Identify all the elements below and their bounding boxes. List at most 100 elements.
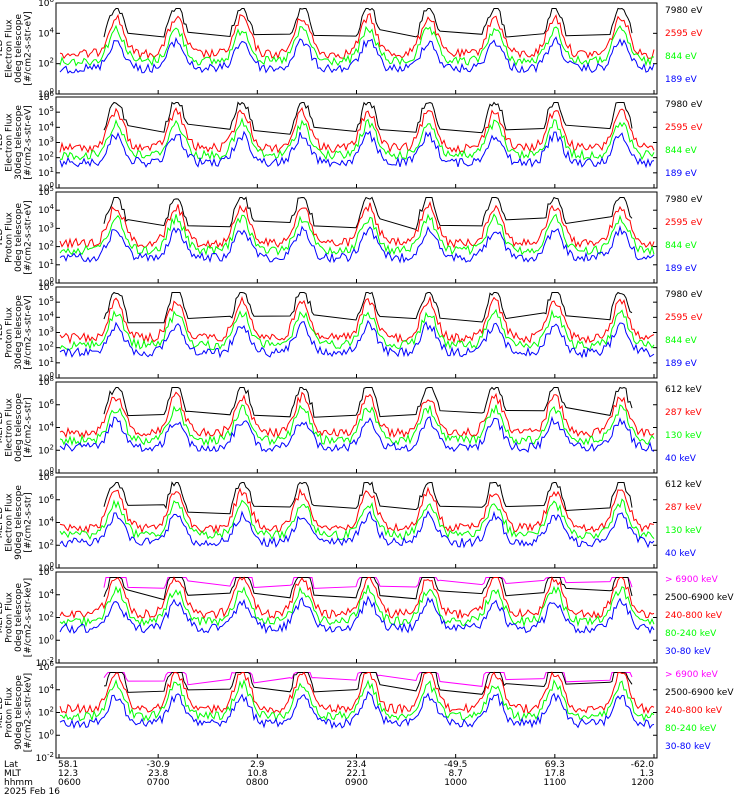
y-tick-label: 102: [38, 443, 54, 456]
panel-6: MEPEDElectron Flux90deg telescope[#/cm2-…: [0, 470, 702, 574]
series-130-kev-trace: [59, 404, 655, 447]
y-tick-label: 105: [38, 295, 54, 308]
y-tick-label: 108: [38, 470, 54, 483]
plot-frame: [55, 191, 658, 284]
footer-mlt: 10.8: [247, 769, 267, 779]
series-80-240-kev-trace: [59, 679, 655, 722]
y-axis-title: TEDProton Flux0deg telescope[#/cm2-s-str…: [0, 200, 33, 275]
legend-entry: 844 eV: [665, 336, 698, 346]
legend-entry: 7980 eV: [665, 195, 703, 205]
y-tick-label: 100: [38, 87, 54, 100]
footer-lat: -30.9: [147, 760, 171, 770]
series-40-kev-trace: [59, 415, 655, 453]
plot-frame: [55, 96, 658, 189]
legend-entry: 189 eV: [665, 359, 698, 369]
footer-lat: 69.3: [545, 760, 565, 770]
legend-entry: 40 keV: [665, 454, 697, 464]
plot-frame: [55, 2, 658, 95]
series-287-kev-trace: [59, 486, 655, 534]
footer-lat: 58.1: [58, 760, 78, 770]
series-844-ev-trace: [59, 117, 655, 161]
legend-entry: 30-80 keV: [665, 742, 711, 752]
y-axis-title: TEDElectron Flux30deg telescope[#/cm2-s-…: [0, 105, 33, 180]
y-axis-title: TEDProton Flux30deg telescope[#/cm2-s-st…: [0, 295, 33, 370]
footer-mlt: 1.3: [640, 769, 654, 779]
y-tick-label: 108: [38, 375, 54, 388]
plot-frame: [55, 381, 658, 474]
legend-entry: 240-800 keV: [665, 706, 723, 716]
footer-hhmm: 1100: [543, 778, 566, 788]
footer-hhmm: 0700: [147, 778, 170, 788]
series-40-kev-trace: [59, 510, 655, 549]
y-tick-label: 100: [38, 371, 54, 384]
y-tick-label: 104: [38, 203, 54, 216]
y-axis-title: MEPEDProton Flux90deg telescope[#/cm2-s-…: [0, 673, 33, 752]
y-tick-label: 104: [38, 26, 54, 39]
legend-entry: 2595 eV: [665, 29, 703, 39]
panel-8: MEPEDProton Flux90deg telescope[#/cm2-s-…: [0, 660, 734, 764]
y-tick-label: 100: [38, 728, 54, 741]
series-189-ev-trace: [59, 130, 655, 169]
y-tick-label: 106: [38, 280, 54, 293]
y-tick-label: 100: [38, 276, 54, 289]
footer-lat: -62.0: [631, 760, 655, 770]
series-2595-ev-trace: [59, 201, 655, 250]
legend-entry: 40 keV: [665, 549, 697, 559]
plot-frame: [55, 476, 658, 569]
y-tick-label: 104: [38, 588, 54, 601]
panel-7: MEPEDProton Flux0deg telescope[#/cm2-s-s…: [0, 565, 734, 669]
y-tick-label: 106: [38, 0, 54, 9]
series-612-kev-trace: [103, 481, 633, 515]
legend-entry: 80-240 keV: [665, 724, 717, 734]
legend-entry: 287 keV: [665, 503, 702, 513]
series-2595-ev-trace: [59, 107, 655, 154]
y-tick-label: 106: [38, 660, 54, 673]
legend-entry: 189 eV: [665, 169, 698, 179]
y-tick-label: 101: [38, 258, 54, 271]
legend-entry: 287 keV: [665, 408, 702, 418]
y-tick-label: 102: [38, 151, 54, 164]
footer-mlt: 23.8: [148, 769, 168, 779]
footer-mlt: 12.3: [58, 769, 78, 779]
series-30-80-kev-trace: [59, 595, 655, 635]
y-tick-label: 103: [38, 326, 54, 339]
y-tick-label: 103: [38, 221, 54, 234]
y-axis-title: MEPEDElectron Flux0deg telescope[#/cm2-s…: [0, 393, 33, 463]
legend-entry: 844 eV: [665, 146, 698, 156]
panel-2: TEDElectron Flux30deg telescope[#/cm2-s-…: [0, 90, 703, 194]
y-tick-label: 106: [38, 565, 54, 578]
legend-entry: 2595 eV: [665, 123, 703, 133]
y-tick-label: 102: [38, 240, 54, 253]
legend-entry: > 6900 keV: [665, 670, 719, 680]
y-tick-label: 100: [38, 181, 54, 194]
series-80-240-kev-trace: [59, 584, 655, 628]
legend-entry: 2595 eV: [665, 218, 703, 228]
legend-entry: 2500-6900 keV: [665, 688, 734, 698]
legend-entry: 2595 eV: [665, 313, 703, 323]
y-tick-label: 100: [38, 633, 54, 646]
y-tick-label: 105: [38, 105, 54, 118]
footer-row-label: hhmm: [4, 778, 33, 788]
y-tick-label: 100: [38, 466, 54, 479]
series-7980-ev-trace: [103, 101, 633, 135]
footer-hhmm: 1200: [631, 778, 654, 788]
legend-entry: 612 keV: [665, 385, 702, 395]
footer-lat: 23.4: [346, 760, 366, 770]
footer-hhmm: 0900: [345, 778, 368, 788]
footer-row-label: 2025 Feb 16: [4, 787, 60, 797]
y-axis-title: TEDElectron Flux0deg telescope[#/cm2-s-s…: [0, 11, 33, 86]
footer-row-label: MLT: [4, 769, 22, 779]
legend-entry: 189 eV: [665, 264, 698, 274]
y-tick-label: 104: [38, 120, 54, 133]
legend-entry: 612 keV: [665, 480, 702, 490]
y-tick-label: 106: [38, 493, 54, 506]
series-2595-ev-trace: [59, 295, 655, 345]
footer-mlt: 22.1: [346, 769, 366, 779]
y-tick-label: 104: [38, 683, 54, 696]
legend-entry: 844 eV: [665, 241, 698, 251]
series-2595-ev-trace: [59, 12, 655, 60]
y-tick-label: 102: [38, 341, 54, 354]
series-240-800-kev-trace: [59, 575, 655, 620]
series-7980-ev-trace: [103, 196, 633, 231]
